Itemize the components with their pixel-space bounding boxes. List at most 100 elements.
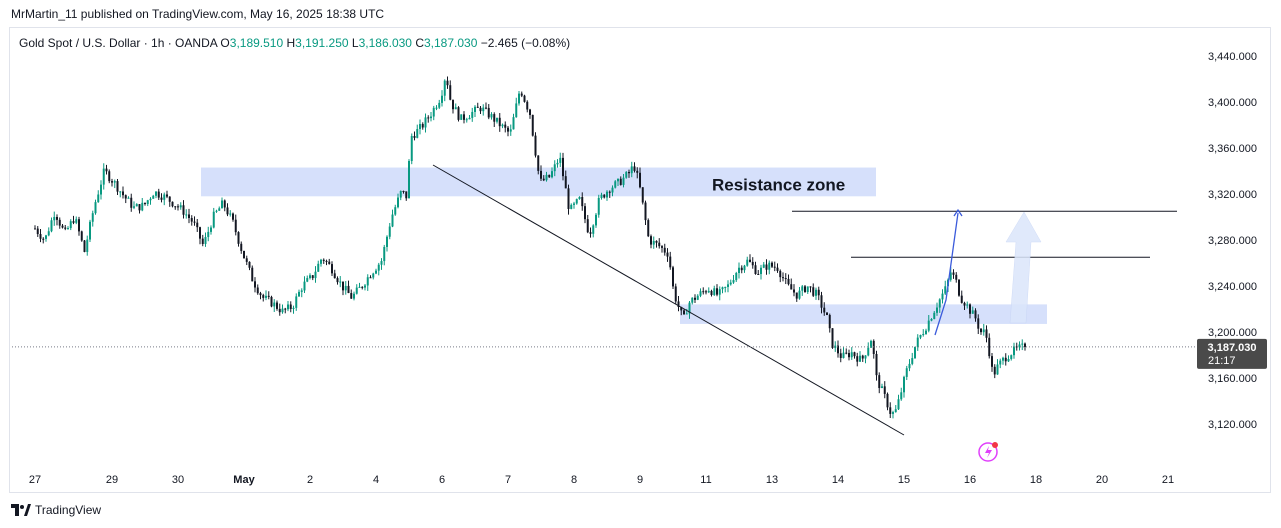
candle [408, 159, 410, 199]
candle [531, 114, 534, 137]
candle [482, 104, 485, 116]
candle [501, 123, 504, 129]
support-zone[interactable] [680, 304, 1047, 324]
candle [619, 176, 622, 186]
candle [196, 219, 199, 232]
candle [848, 349, 850, 361]
candle [820, 291, 823, 314]
candle [641, 187, 644, 205]
candle [691, 297, 694, 305]
symbol-name[interactable]: Gold Spot / U.S. Dollar · 1h · OANDA [19, 36, 218, 50]
candle [416, 124, 419, 139]
candle [75, 216, 78, 225]
candle [355, 284, 358, 295]
candle [69, 219, 72, 231]
candle [977, 314, 980, 335]
time-tick-label: 6 [439, 474, 445, 486]
candle [628, 169, 630, 178]
candle [1004, 353, 1007, 366]
candle [386, 235, 388, 252]
candle [207, 226, 210, 242]
candle [570, 203, 573, 210]
candle [47, 227, 50, 237]
candle [465, 117, 468, 123]
candle [749, 254, 751, 263]
candle [105, 164, 108, 175]
candle [135, 203, 138, 207]
candle [771, 261, 773, 268]
candle [50, 217, 53, 233]
candle [795, 292, 798, 302]
projection-path[interactable] [934, 212, 959, 336]
candle [177, 204, 179, 211]
candle [410, 133, 413, 165]
close-label: C [415, 36, 424, 50]
candle [251, 265, 254, 282]
candle [875, 350, 878, 381]
candle [966, 301, 969, 309]
up-arrow-icon[interactable] [1005, 211, 1042, 324]
trendline[interactable] [432, 164, 905, 436]
candle [606, 190, 608, 201]
candle [262, 293, 265, 302]
candle [960, 290, 963, 304]
candle [806, 286, 809, 294]
candle [614, 180, 617, 189]
high-value: 3,191.250 [295, 36, 349, 50]
price-tick-label: 3,400.000 [1208, 97, 1257, 109]
candle [600, 192, 603, 200]
candle [39, 228, 42, 243]
candle [743, 264, 746, 273]
candle [537, 155, 540, 175]
time-tick-label: May [233, 474, 255, 486]
candle [91, 210, 94, 227]
candle [595, 212, 597, 228]
footer[interactable]: TradingView [11, 503, 101, 517]
candle [468, 115, 471, 120]
candle [773, 261, 776, 272]
candle [256, 284, 259, 295]
replay-icon[interactable] [978, 442, 998, 462]
candle [589, 227, 592, 238]
candle [779, 269, 782, 283]
candle [916, 334, 919, 351]
candle [67, 226, 69, 230]
candle [540, 165, 542, 182]
candle [526, 100, 529, 113]
candle [223, 199, 226, 212]
candle [952, 269, 955, 279]
candle [666, 248, 669, 262]
candle [520, 91, 523, 98]
candle [746, 256, 749, 267]
candle [787, 274, 790, 286]
candle [383, 244, 386, 266]
candle [636, 167, 639, 179]
candle [694, 294, 696, 303]
candle [306, 275, 309, 283]
candle [265, 290, 267, 301]
low-value: 3,186.030 [358, 36, 412, 50]
candle [680, 306, 683, 316]
candle [548, 174, 551, 178]
candle [900, 387, 903, 401]
candle [617, 178, 619, 187]
candle [375, 268, 377, 275]
price-axis[interactable]: 3,120.000 3,160.000 3,200.000 3,240.000 3,28… [1208, 51, 1257, 431]
candle [922, 329, 925, 337]
price-tick-label: 3,360.000 [1208, 143, 1257, 155]
candle [64, 224, 67, 231]
candle [479, 105, 482, 115]
change-value: −2.465 (−0.08%) [480, 36, 571, 50]
candle [193, 216, 196, 226]
candle [438, 99, 441, 110]
candle [138, 203, 141, 214]
candle [309, 273, 311, 280]
candle [188, 208, 190, 224]
candle [210, 225, 212, 235]
candle [380, 258, 383, 270]
time-axis[interactable]: 27 29 30 May 2 4 6 7 8 9 11 13 14 15 16 18 20 21 [29, 474, 1174, 486]
candle [625, 171, 628, 179]
candle [116, 179, 119, 196]
candle [281, 304, 284, 314]
